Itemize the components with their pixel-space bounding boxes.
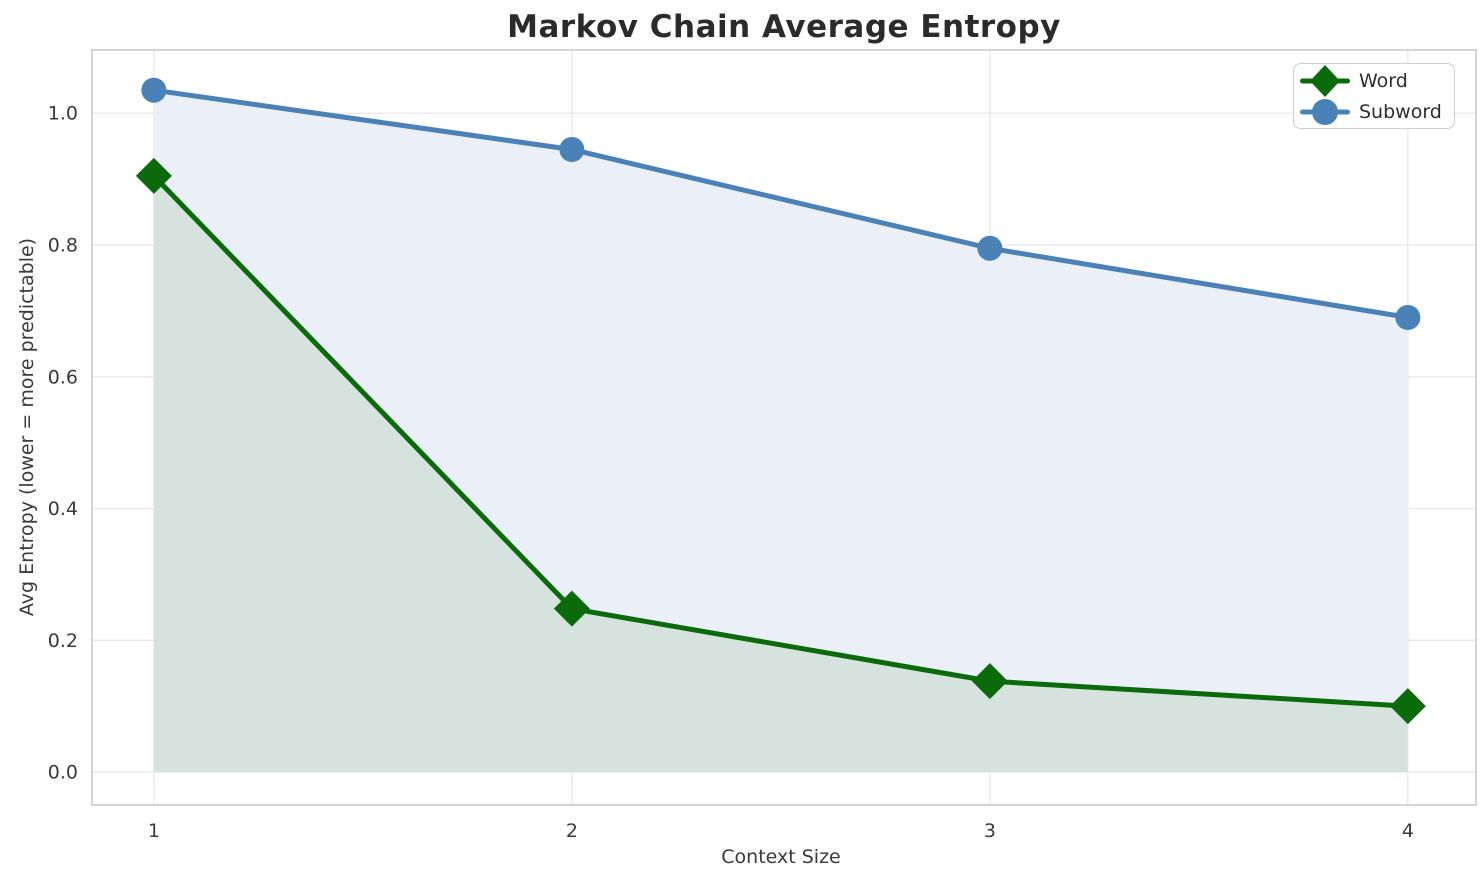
y-tick-label: 0.4 (48, 498, 78, 520)
series-line-word (151, 173, 1411, 709)
y-tick-label: 0.2 (48, 630, 78, 652)
data-point-subword (141, 77, 167, 103)
legend: Word Subword (1293, 63, 1455, 129)
data-point-word (135, 157, 172, 194)
subword-circle-marker-icon (1300, 98, 1350, 125)
word-diamond-marker-icon (1300, 64, 1350, 97)
series-markers-subword (141, 77, 1421, 330)
tick-labels: 0.0 0.2 0.4 0.6 0.8 1.0 1 2 3 4 (48, 103, 1414, 842)
chart-title: Markov Chain Average Entropy (507, 9, 1061, 45)
data-point-subword (559, 136, 585, 162)
data-point-word (1389, 688, 1426, 725)
data-point-word (971, 663, 1008, 700)
series-line-subword (151, 87, 1411, 320)
data-point-word (553, 590, 590, 627)
x-axis-label: Context Size (721, 846, 841, 868)
data-point-subword (977, 235, 1003, 261)
plot-frame (91, 49, 1477, 806)
x-tick-label: 4 (1402, 820, 1414, 842)
y-tick-label: 0.0 (48, 762, 78, 784)
data-point-subword (1395, 304, 1421, 330)
series-markers-word (135, 157, 1426, 725)
y-tick-label: 0.6 (48, 366, 78, 388)
legend-item-subword: Subword (1299, 96, 1454, 127)
legend-item-word: Word (1299, 64, 1454, 97)
y-tick-label: 0.8 (48, 235, 78, 257)
y-axis-label: Avg Entropy (lower = more predictable) (16, 237, 38, 617)
legend-label-subword: Subword (1359, 100, 1442, 123)
x-tick-label: 3 (984, 820, 996, 842)
y-tick-label: 1.0 (48, 103, 78, 125)
x-tick-label: 2 (566, 820, 578, 842)
area-fill-word (153, 175, 1408, 773)
legend-label-word: Word (1359, 69, 1408, 92)
x-tick-label: 1 (148, 820, 160, 842)
